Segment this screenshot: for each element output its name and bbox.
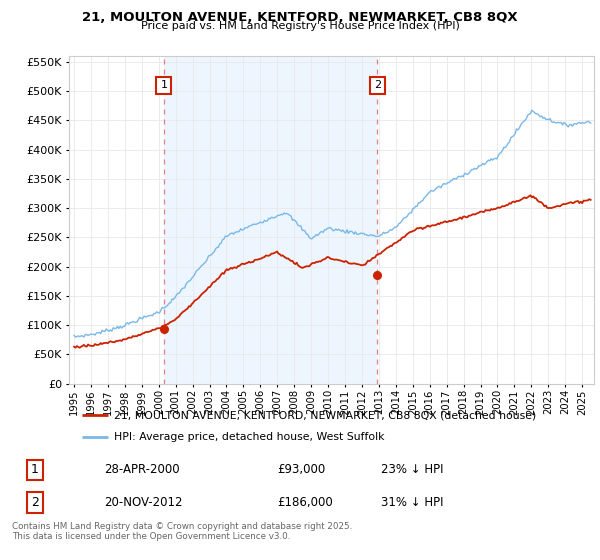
Text: £93,000: £93,000: [277, 463, 325, 477]
Text: 21, MOULTON AVENUE, KENTFORD, NEWMARKET, CB8 8QX: 21, MOULTON AVENUE, KENTFORD, NEWMARKET,…: [82, 11, 518, 24]
Text: 31% ↓ HPI: 31% ↓ HPI: [380, 496, 443, 509]
Text: 23% ↓ HPI: 23% ↓ HPI: [380, 463, 443, 477]
Text: 28-APR-2000: 28-APR-2000: [104, 463, 180, 477]
Text: 1: 1: [31, 463, 39, 477]
Text: Price paid vs. HM Land Registry's House Price Index (HPI): Price paid vs. HM Land Registry's House …: [140, 21, 460, 31]
Bar: [164, 56, 377, 384]
Text: 2: 2: [374, 81, 381, 91]
Text: 1: 1: [160, 81, 167, 91]
Text: 21, MOULTON AVENUE, KENTFORD, NEWMARKET, CB8 8QX (detached house): 21, MOULTON AVENUE, KENTFORD, NEWMARKET,…: [113, 410, 536, 421]
Text: Contains HM Land Registry data © Crown copyright and database right 2025.
This d: Contains HM Land Registry data © Crown c…: [12, 522, 352, 542]
Text: HPI: Average price, detached house, West Suffolk: HPI: Average price, detached house, West…: [113, 432, 384, 442]
Text: 2: 2: [31, 496, 39, 509]
Text: 20-NOV-2012: 20-NOV-2012: [104, 496, 182, 509]
Text: £186,000: £186,000: [277, 496, 333, 509]
